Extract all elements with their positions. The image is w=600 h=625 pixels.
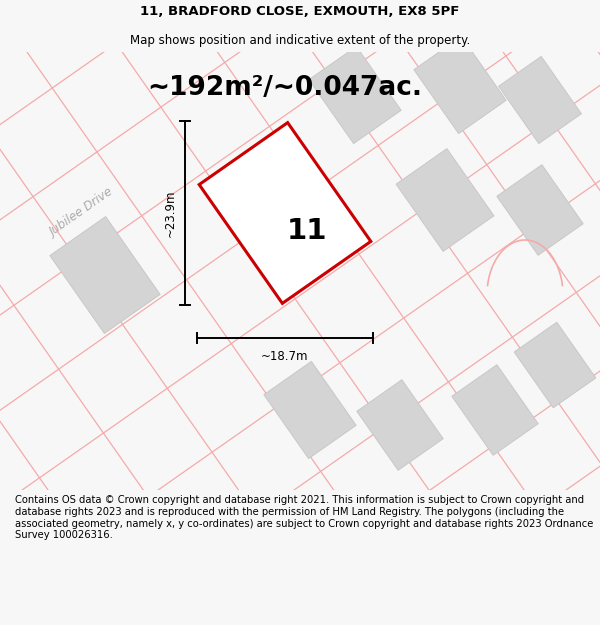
Polygon shape [357,380,443,470]
Polygon shape [199,122,371,303]
Text: 11: 11 [287,217,327,245]
Polygon shape [452,365,538,455]
Polygon shape [264,361,356,459]
Polygon shape [499,56,581,144]
Polygon shape [309,46,401,144]
Text: ~192m²/~0.047ac.: ~192m²/~0.047ac. [148,75,422,101]
Text: ~23.9m: ~23.9m [164,189,177,237]
Polygon shape [396,149,494,251]
Text: Contains OS data © Crown copyright and database right 2021. This information is : Contains OS data © Crown copyright and d… [15,496,593,540]
Text: 11, BRADFORD CLOSE, EXMOUTH, EX8 5PF: 11, BRADFORD CLOSE, EXMOUTH, EX8 5PF [140,5,460,18]
Text: ~18.7m: ~18.7m [261,351,309,363]
Polygon shape [497,165,583,255]
Polygon shape [50,217,160,333]
Text: Map shows position and indicative extent of the property.: Map shows position and indicative extent… [130,34,470,47]
Polygon shape [514,322,596,408]
Polygon shape [414,36,506,134]
Text: Jubilee Drive: Jubilee Drive [48,185,116,239]
